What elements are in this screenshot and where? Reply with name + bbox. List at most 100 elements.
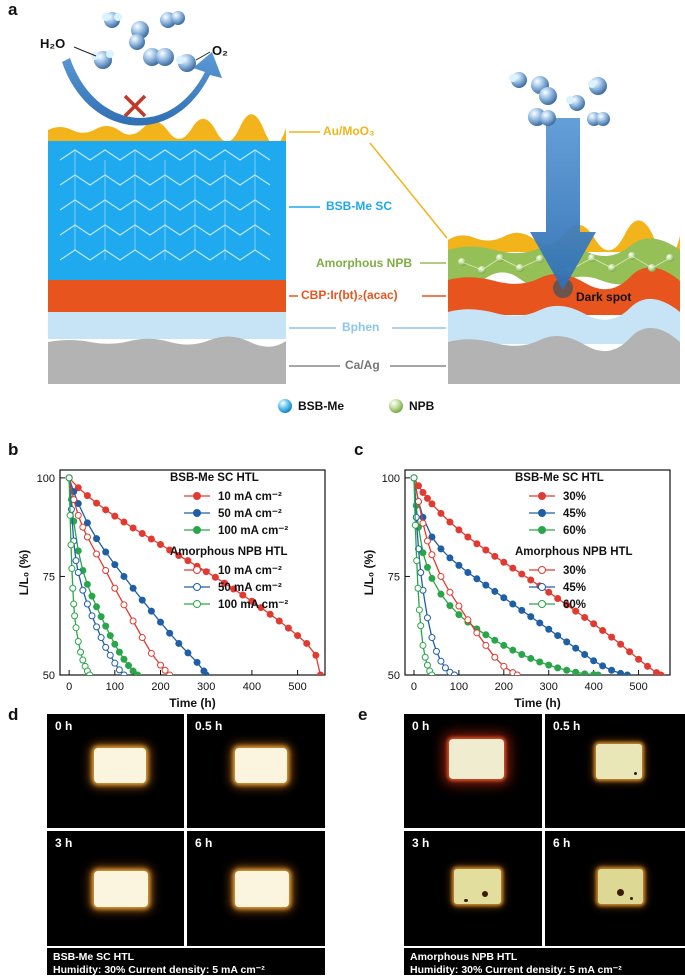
bsb-sc-label: BSB-Me SC <box>326 199 393 213</box>
legend-marker <box>193 600 201 608</box>
data-point <box>414 545 422 553</box>
data-point <box>635 655 643 663</box>
caption-d-line2: Humidity: 30% Current density: 5 mA cm⁻² <box>53 964 265 976</box>
data-point <box>68 565 76 573</box>
data-point <box>518 651 526 658</box>
legend-marker <box>193 526 201 534</box>
data-point <box>590 620 598 628</box>
data-point <box>93 623 101 631</box>
cbp-label: CBP:Ir(bt)₂(acac) <box>301 288 398 302</box>
legend-bsb-label: BSB-Me <box>298 399 345 413</box>
data-point <box>594 671 602 675</box>
x-tick-label: 100 <box>106 681 124 693</box>
data-point <box>111 512 119 520</box>
data-point <box>266 610 274 618</box>
data-point <box>102 506 110 514</box>
data-point <box>423 494 431 502</box>
y-axis-label: L/L₀ (%) <box>17 550 31 595</box>
data-point <box>93 499 101 507</box>
left-device-stack <box>48 114 286 384</box>
data-point <box>220 579 228 587</box>
au-moo3-layer-left <box>48 114 286 145</box>
image-d-tile-1: 0 h <box>47 714 184 828</box>
au-moo3-label: Au/MoO₃ <box>323 124 375 138</box>
data-point <box>608 666 616 674</box>
data-point <box>248 597 256 605</box>
emission-area <box>235 871 289 907</box>
tile-time-label: 6 h <box>553 836 571 850</box>
data-point <box>129 524 137 532</box>
data-point <box>441 664 449 672</box>
legend-group-title: Amorphous NPB HTL <box>515 546 633 558</box>
data-point <box>545 625 553 633</box>
x-tick-label: 0 <box>66 681 72 693</box>
emission-area <box>94 871 148 907</box>
data-point <box>303 639 311 647</box>
data-point <box>93 535 101 543</box>
data-point <box>428 533 436 541</box>
tile-time-label: 3 h <box>412 836 430 850</box>
amorphous-npb-label: Amorphous NPB <box>316 256 412 270</box>
data-point <box>157 541 165 549</box>
data-point <box>157 618 165 626</box>
legend-entry: 30% <box>563 491 586 503</box>
data-point <box>509 600 517 608</box>
data-point <box>527 654 535 662</box>
data-point <box>464 569 472 576</box>
data-point <box>111 640 119 648</box>
data-point <box>563 666 571 674</box>
data-point <box>83 519 91 527</box>
data-point <box>72 557 80 565</box>
data-point <box>102 643 110 651</box>
data-point <box>417 622 425 630</box>
data-point <box>491 636 499 644</box>
data-point <box>527 613 535 621</box>
data-point <box>411 521 419 529</box>
data-point <box>437 545 445 553</box>
data-point <box>83 600 91 608</box>
data-point <box>509 564 517 572</box>
data-point <box>437 657 445 665</box>
data-point <box>482 631 490 639</box>
h2o-label: H₂O <box>40 36 66 51</box>
data-point <box>97 634 105 642</box>
legend-entry: 60% <box>563 525 586 537</box>
data-point <box>83 580 91 588</box>
data-point <box>513 671 521 675</box>
penetrate-arrow <box>530 118 596 290</box>
data-point <box>617 640 625 648</box>
data-point <box>473 629 481 637</box>
caption-e-line1: Amorphous NPB HTL <box>410 951 518 963</box>
dark-spot <box>482 891 488 897</box>
data-point <box>415 606 423 614</box>
data-point <box>74 511 82 519</box>
data-point <box>70 600 78 608</box>
data-point <box>446 602 454 610</box>
data-point <box>545 661 553 669</box>
y-tick-label: 75 <box>388 571 400 583</box>
x-tick-label: 500 <box>288 681 306 693</box>
tile-time-label: 0 h <box>55 719 73 733</box>
legend-marker <box>538 600 546 608</box>
data-point <box>138 634 146 642</box>
data-point <box>74 547 82 555</box>
legend-entry: 60% <box>563 599 586 611</box>
data-point <box>623 671 631 675</box>
data-point <box>419 488 427 496</box>
penetrate-label: penetrate <box>528 173 542 228</box>
emission-area <box>94 748 146 783</box>
tile-time-label: 6 h <box>195 836 213 850</box>
data-point <box>608 633 616 641</box>
data-point <box>518 570 526 578</box>
x-tick-label: 400 <box>584 681 602 693</box>
chart-b: 0 100 200 300 400 500 50 75 100 Time (h) L/L₀ (%) B… <box>17 469 326 710</box>
data-point <box>202 671 210 675</box>
data-point <box>419 519 427 527</box>
dark-spot-label: Dark spot <box>576 290 632 304</box>
data-point <box>500 641 508 649</box>
data-point <box>581 613 589 621</box>
panel-label-b: b <box>8 440 19 459</box>
data-point <box>111 584 119 592</box>
data-point <box>129 584 137 592</box>
data-point <box>455 611 463 619</box>
